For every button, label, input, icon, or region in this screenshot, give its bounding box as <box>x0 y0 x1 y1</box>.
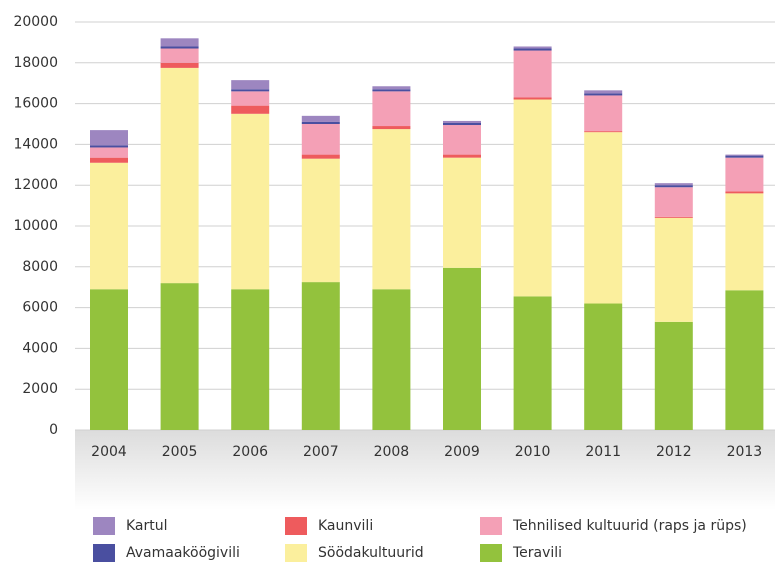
x-tick-label: 2004 <box>91 444 127 460</box>
bar-segment <box>372 86 411 90</box>
bar-segment <box>584 95 623 132</box>
bar-segment <box>654 183 693 186</box>
bar-segment <box>231 89 270 92</box>
bar-segment <box>443 157 481 268</box>
bar-segment <box>725 290 764 430</box>
bar-segment <box>443 267 481 430</box>
y-tick-label: 10000 <box>13 218 58 234</box>
legend-swatch <box>93 517 115 535</box>
bar-segment <box>725 191 764 194</box>
bar-segment <box>160 62 199 68</box>
bar-segment <box>513 99 552 297</box>
bar-segment <box>654 216 693 218</box>
bar-segment <box>372 91 411 127</box>
bar-segment <box>654 187 693 217</box>
bar-segment <box>160 283 199 430</box>
x-tick-label: 2008 <box>374 444 410 460</box>
bar-segment <box>584 303 623 430</box>
bar-segment <box>513 48 552 51</box>
bar-segment <box>513 296 552 430</box>
y-tick-label: 14000 <box>13 136 58 152</box>
legend-label: Söödakultuurid <box>318 545 424 561</box>
legend-swatch <box>285 517 307 535</box>
legend-swatch <box>480 544 502 562</box>
bar-segment <box>443 120 481 123</box>
x-tick-label: 2010 <box>515 444 551 460</box>
x-tick-label: 2011 <box>585 444 621 460</box>
bar-segment <box>584 93 623 96</box>
bar-segment <box>443 154 481 158</box>
x-tick-label: 2006 <box>232 444 268 460</box>
bar-segment <box>301 154 340 159</box>
x-tick-label: 2007 <box>303 444 339 460</box>
bar-segment <box>160 38 199 47</box>
bar-segment <box>301 115 340 122</box>
bar-segment <box>725 154 764 156</box>
legend-label: Tehnilised kultuurid (raps ja rüps) <box>512 518 747 534</box>
bar-segment <box>90 130 128 146</box>
legend-swatch <box>93 544 115 562</box>
legend-label: Teravili <box>512 545 562 561</box>
bar-segment <box>443 125 481 155</box>
bar-segment <box>231 113 270 290</box>
bar-segment <box>301 124 340 155</box>
bar-segment <box>90 147 128 158</box>
bar-segment <box>584 132 623 304</box>
x-tick-label: 2005 <box>162 444 198 460</box>
bar-segment <box>725 193 764 291</box>
bar-segment <box>372 126 411 130</box>
bar-segment <box>654 321 693 430</box>
y-tick-label: 12000 <box>13 177 58 193</box>
legend-swatch <box>285 544 307 562</box>
y-tick-label: 8000 <box>22 259 58 275</box>
bar-segment <box>513 97 552 100</box>
bar-segment <box>301 121 340 124</box>
y-tick-label: 4000 <box>22 340 58 356</box>
bar-segment <box>90 145 128 148</box>
bar-segment <box>513 50 552 98</box>
bar-segment <box>443 122 481 126</box>
bar-segment <box>372 129 411 290</box>
bar-segment <box>654 185 693 188</box>
bar-segment <box>231 80 270 90</box>
y-tick-label: 2000 <box>22 381 58 397</box>
axis-band <box>75 430 775 510</box>
bar-segment <box>654 217 693 322</box>
bar-segment <box>725 155 764 158</box>
bar-segment <box>231 91 270 106</box>
bar-segment <box>160 67 199 284</box>
bar-segment <box>90 162 128 290</box>
legend-swatch <box>480 517 502 535</box>
y-tick-label: 20000 <box>13 14 58 30</box>
y-tick-label: 16000 <box>13 96 58 112</box>
legend-label: Kartul <box>126 518 168 534</box>
bar-segment <box>160 48 199 63</box>
x-tick-label: 2009 <box>444 444 480 460</box>
bar-segment <box>513 46 552 49</box>
y-tick-label: 18000 <box>13 55 58 71</box>
bar-segment <box>301 158 340 283</box>
bar-segment <box>584 90 623 94</box>
legend-label: Avamaaköögivili <box>126 545 240 561</box>
bar-segment <box>725 157 764 192</box>
y-tick-label: 6000 <box>22 300 58 316</box>
bar-segment <box>584 131 623 133</box>
bar-segment <box>90 289 128 430</box>
x-tick-label: 2013 <box>727 444 763 460</box>
bar-segment <box>231 289 270 430</box>
bar-segment <box>372 89 411 92</box>
bar-segment <box>160 46 199 49</box>
bar-segment <box>231 105 270 114</box>
bar-segment <box>90 157 128 163</box>
x-tick-label: 2012 <box>656 444 692 460</box>
legend-label: Kaunvili <box>318 518 373 534</box>
bar-segment <box>301 282 340 430</box>
y-tick-label: 0 <box>49 422 58 438</box>
bar-segment <box>372 289 411 430</box>
